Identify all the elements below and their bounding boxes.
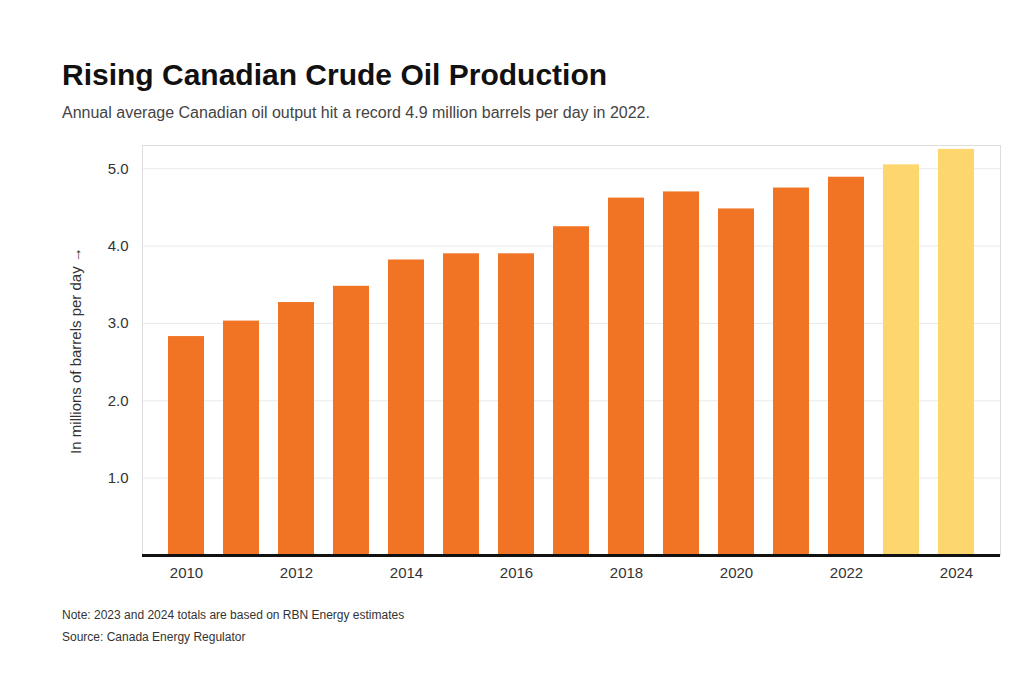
svg-text:3.0: 3.0	[108, 314, 129, 331]
svg-text:2010: 2010	[170, 564, 203, 581]
svg-text:5.0: 5.0	[108, 160, 129, 177]
html-text:Annual average Canadian oil ou: Annual average Canadian oil output hit a…	[62, 104, 650, 121]
svg-text:4.0: 4.0	[108, 237, 129, 254]
svg-text:2024: 2024	[940, 564, 973, 581]
svg-text:2014: 2014	[390, 564, 423, 581]
svg-text:2022: 2022	[830, 564, 863, 581]
html-text:Note: 2023 and 2024 totals are: Note: 2023 and 2024 totals are based on …	[62, 608, 405, 622]
svg-text:1.0: 1.0	[108, 469, 129, 486]
html-text:Rising Canadian Crude Oil Prod: Rising Canadian Crude Oil Production	[62, 58, 607, 91]
svg-text:2020: 2020	[720, 564, 753, 581]
svg-text:2012: 2012	[280, 564, 313, 581]
svg-text:2016: 2016	[500, 564, 533, 581]
html-text:Source: Canada Energy Regulato: Source: Canada Energy Regulator	[62, 630, 246, 644]
svg-text:2.0: 2.0	[108, 392, 129, 409]
svg-text:2018: 2018	[610, 564, 643, 581]
svg-text:In millions of barrels per day: In millions of barrels per day →	[67, 247, 84, 454]
